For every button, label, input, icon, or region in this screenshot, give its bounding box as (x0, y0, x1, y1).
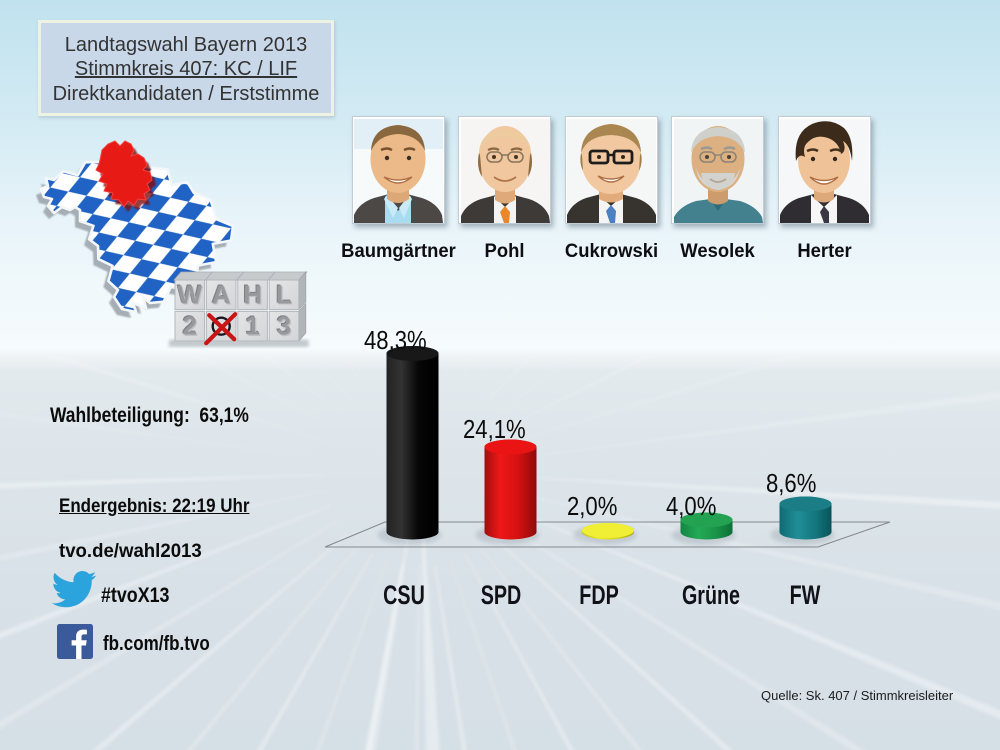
svg-text:2: 2 (182, 310, 196, 340)
svg-text:W: W (178, 279, 203, 309)
svg-text:L: L (275, 278, 291, 308)
svg-text:W: W (177, 278, 202, 308)
svg-text:H: H (243, 279, 262, 309)
svg-text:L: L (277, 281, 293, 311)
svg-text:H: H (242, 278, 261, 308)
svg-text:H: H (244, 281, 263, 311)
svg-text:W: W (179, 281, 204, 311)
svg-text:2: 2 (184, 312, 198, 342)
svg-text:1: 1 (245, 311, 259, 341)
svg-text:2: 2 (183, 311, 197, 341)
svg-text:3: 3 (276, 310, 290, 340)
svg-text:A: A (211, 278, 230, 308)
svg-text:3: 3 (277, 311, 291, 341)
svg-text:1: 1 (244, 310, 258, 340)
svg-text:A: A (212, 279, 231, 309)
svg-text:1: 1 (247, 312, 261, 342)
svg-text:A: A (213, 281, 232, 311)
svg-text:3: 3 (278, 312, 292, 342)
svg-text:L: L (276, 279, 292, 309)
